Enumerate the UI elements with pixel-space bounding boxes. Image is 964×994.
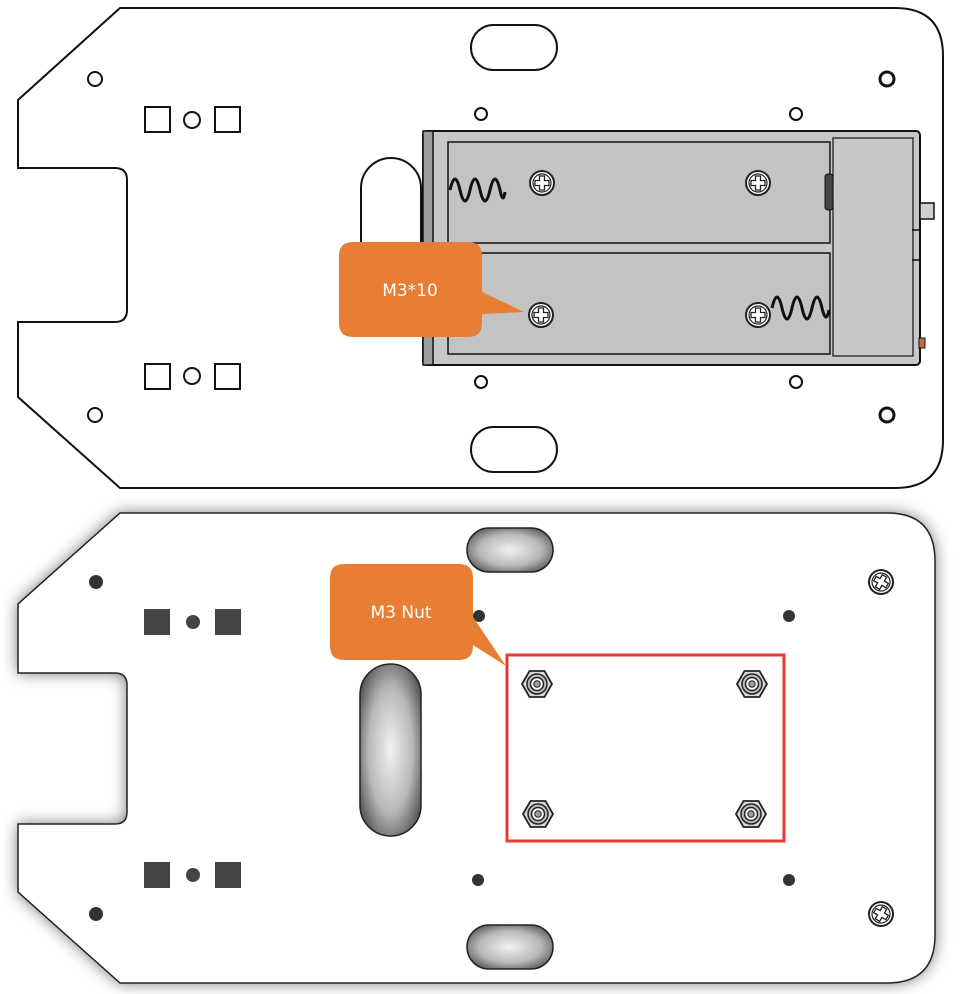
callout-bubble <box>339 242 524 337</box>
screw-head-icon <box>745 170 771 196</box>
hole <box>89 575 103 589</box>
hole <box>789 375 803 389</box>
hole <box>474 107 488 121</box>
square-hole <box>144 106 171 133</box>
bottom-plate-outline <box>17 512 936 984</box>
screw-head-icon <box>745 302 771 328</box>
nut-icon <box>522 800 554 828</box>
bottom-slot-middle <box>359 663 422 837</box>
hole <box>474 375 488 389</box>
hole <box>472 874 484 886</box>
hole <box>783 874 795 886</box>
square-hole <box>215 609 241 635</box>
hole <box>186 868 200 882</box>
top-slot-lower <box>470 426 558 473</box>
hole <box>186 615 200 629</box>
hole <box>783 610 795 622</box>
hole <box>87 407 103 423</box>
bottom-view: M3 Nut <box>17 512 936 984</box>
nut-highlight-box <box>505 653 786 843</box>
screw-head-icon <box>528 302 554 328</box>
square-hole <box>215 862 241 888</box>
hole <box>183 111 201 129</box>
hole <box>89 907 103 921</box>
spring-icon <box>770 295 831 321</box>
callout-bubble <box>330 564 506 666</box>
hole <box>789 107 803 121</box>
square-hole <box>144 862 170 888</box>
battery-holder <box>422 130 935 366</box>
battery-slot-lower <box>447 252 831 355</box>
callout-label-screw: M3*10 <box>382 281 438 301</box>
square-hole <box>144 609 170 635</box>
nut-icon <box>736 670 768 698</box>
nut-icon <box>521 670 553 698</box>
bottom-slot-lower <box>466 924 554 970</box>
spring-icon <box>448 177 507 203</box>
hole <box>878 70 896 88</box>
top-slot-upper <box>470 24 558 71</box>
top-view: M3*10 <box>17 7 944 489</box>
hole <box>183 367 201 385</box>
callout-screw: M3*10 <box>339 242 524 337</box>
bottom-slot-upper <box>466 527 554 573</box>
hole <box>473 610 485 622</box>
callout-nut: M3 Nut <box>330 564 506 666</box>
callout-label-nut: M3 Nut <box>370 603 431 623</box>
square-hole <box>144 363 171 390</box>
nut-icon <box>735 800 767 828</box>
square-hole <box>214 363 241 390</box>
hole <box>878 406 896 424</box>
screw-head-icon <box>529 170 555 196</box>
square-hole <box>214 106 241 133</box>
hole <box>87 71 103 87</box>
